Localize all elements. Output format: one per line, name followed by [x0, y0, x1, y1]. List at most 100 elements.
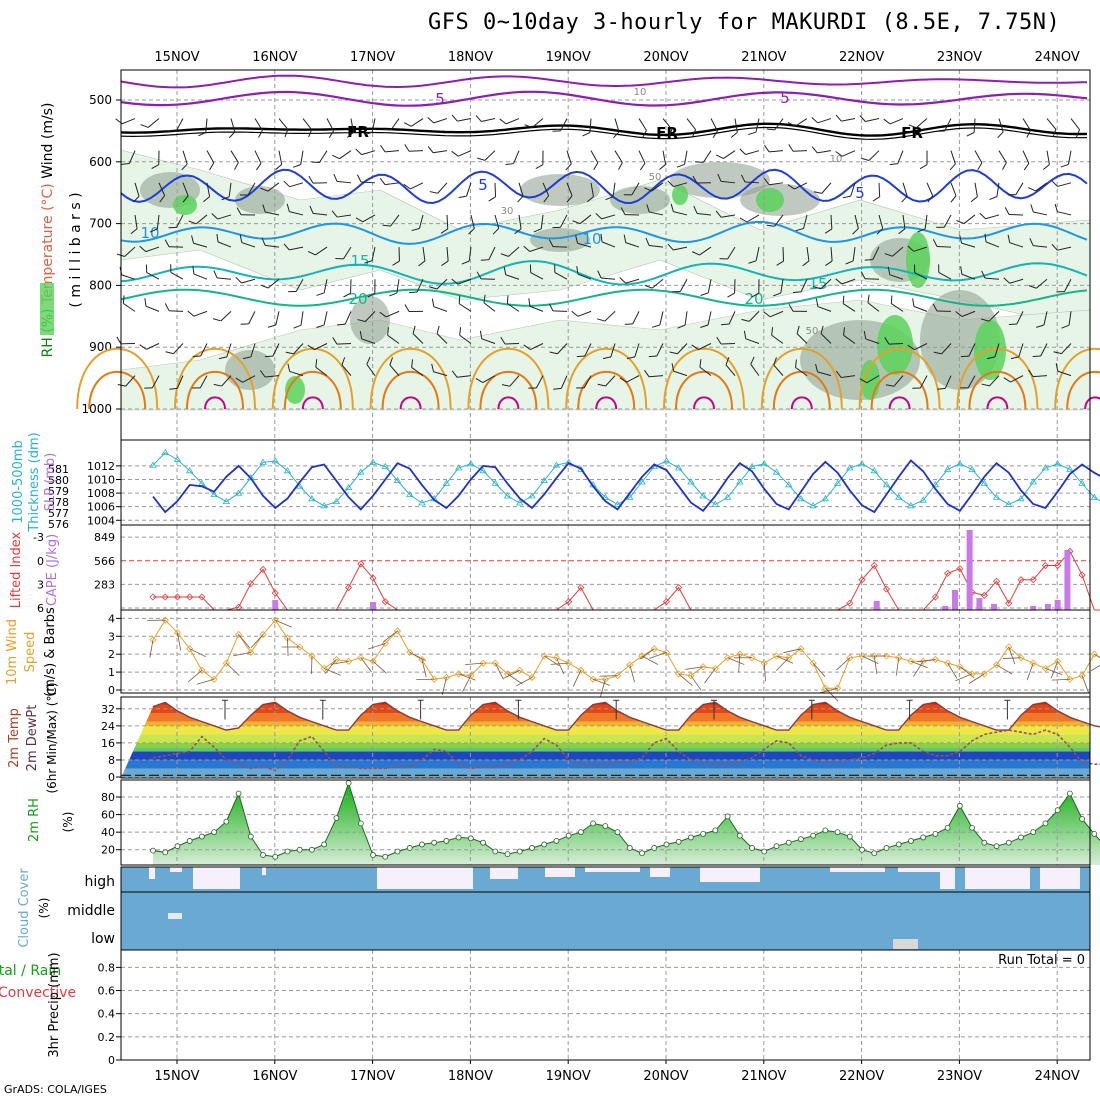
isotherm-hot-lobe: [88, 371, 147, 410]
wind-barb-1-flag: [140, 124, 149, 128]
wind-barb-151: [876, 214, 884, 235]
wind-barb-128-staff: [313, 212, 328, 216]
rh-marker-10: [272, 853, 279, 860]
wind-barb-161: [139, 245, 160, 253]
rh-marker-52: [785, 839, 792, 846]
wind-barb-130: [355, 214, 376, 223]
wind-barb-11: [382, 118, 400, 131]
rh-marker-1: [162, 849, 169, 856]
wind-barb-226: [751, 279, 760, 298]
wind-10m-barb-staff: [727, 657, 745, 665]
wind-barb-92: [403, 182, 424, 190]
wind-barb-48-staff: [319, 150, 328, 163]
temp-band-5: [121, 734, 1090, 743]
wind-barb-31-staff: [865, 118, 880, 122]
wind-barb-168: [307, 246, 328, 256]
li-tick-label: -3: [33, 531, 44, 544]
wind-barb-190-flag: [845, 260, 854, 265]
temp-band-3: [121, 747, 1090, 752]
middle-cloud-gap: [168, 913, 182, 919]
wind-barb-231: [860, 271, 880, 280]
rh-shading-green-3: [906, 232, 930, 288]
wind-barb-8-flag: [328, 130, 334, 138]
wind-barb-337: [528, 375, 544, 389]
wind-barb-5-flag: [258, 130, 263, 138]
wind-barb-94-flag: [458, 195, 467, 199]
wind-barb-153: [917, 214, 928, 233]
wind-barb-259-flag: [571, 310, 579, 317]
wind-barb-214-staff: [457, 278, 472, 285]
wind-barb-353: [912, 375, 928, 389]
wind-barb-211-flag: [389, 292, 398, 297]
wind-barb-108-flag: [787, 184, 795, 190]
wind-barb-98-flag: [566, 195, 573, 203]
wind-barb-342: [644, 369, 664, 378]
wind-barb-96-flag: [517, 195, 524, 203]
rh-marker-40: [639, 850, 645, 857]
isotherm-peak-lobe: [301, 396, 324, 410]
wind-barb-6-staff: [278, 118, 289, 130]
wind-barb-61-staff: [638, 150, 646, 164]
wind-barb-192: [884, 246, 904, 257]
wind-barb-156-staff: [985, 214, 1000, 220]
wind-barb-109: [813, 182, 832, 194]
wind-barb-287-staff: [293, 343, 304, 355]
wind-barb-332-staff: [411, 367, 424, 377]
cape-bar-1: [370, 602, 377, 610]
wind-barb-197-staff: [1009, 242, 1024, 248]
isotherm-label: 15: [350, 252, 369, 270]
rh-marker-65: [944, 824, 951, 831]
isotherm-peak-lobe: [1084, 396, 1100, 410]
wind-barb-139: [572, 214, 592, 225]
wind-barb-198-flag: [1029, 237, 1034, 246]
wind-barb-85: [239, 182, 256, 196]
wind-10m-barb-25: [458, 673, 476, 681]
wind-barb-278-flag: [1036, 324, 1045, 328]
isotherm-hot-lobe: [675, 371, 733, 410]
wind-barb-99-staff: [590, 182, 594, 197]
profile-top-date-label: 16NOV: [252, 50, 297, 65]
wind-barb-97: [542, 182, 550, 203]
wind-barb-142-staff: [649, 211, 664, 216]
wind-barb-144-flag: [693, 205, 698, 214]
wind-10m-barb-staff: [913, 661, 924, 677]
wind-10m-barb-staff: [678, 673, 693, 686]
wind-barb-100-flag: [605, 196, 614, 201]
wind-barb-182: [645, 237, 664, 248]
wind-barb-149-staff: [830, 214, 833, 229]
wind-barb-201-flag: [145, 264, 148, 273]
wind-barb-353-staff: [919, 375, 928, 389]
wind-barb-295-flag: [479, 330, 483, 339]
thickness-marker-43: [674, 464, 683, 471]
rh-marker-36: [590, 820, 596, 827]
wind-barb-247-flag: [293, 324, 302, 329]
wind-barb-189-staff: [830, 247, 833, 262]
wind-barb-300-staff: [610, 343, 616, 358]
isotherm-peak-lobe: [790, 396, 813, 410]
wind-barb-238: [1028, 278, 1048, 289]
wind-barb-19-staff: [589, 118, 592, 133]
isotherm-label: 15: [808, 275, 827, 293]
precip-legend-convective: Convective: [0, 985, 76, 1001]
wind-barb-241-staff: [145, 305, 160, 312]
wind-barb-16-staff: [505, 118, 520, 125]
precip-tick-label: 0.2: [98, 1031, 116, 1044]
wind-barb-184-staff: [699, 246, 712, 256]
wind-barb-261: [624, 311, 640, 325]
wind-barb-281-flag: [139, 344, 147, 350]
wind-barb-51-flag: [380, 144, 386, 153]
wind-barb-261-flag: [624, 323, 633, 325]
wind-barb-260-flag: [597, 318, 606, 322]
wind-barb-242: [164, 303, 184, 312]
wind-10m-barb-50: [763, 663, 766, 682]
wind-barb-26: [748, 118, 760, 136]
wind-barb-207: [288, 278, 304, 293]
thickness-marker-61: [895, 493, 903, 500]
isotherm-label: FR: [347, 123, 369, 141]
wind-barb-318: [1032, 343, 1048, 357]
wind-10m-barb-staff: [503, 669, 520, 679]
wind-marker-8: [247, 648, 255, 656]
wind-barb-216-staff: [505, 274, 520, 280]
wind-barb-36: [997, 118, 1004, 139]
temp-band-6: [121, 725, 1090, 735]
